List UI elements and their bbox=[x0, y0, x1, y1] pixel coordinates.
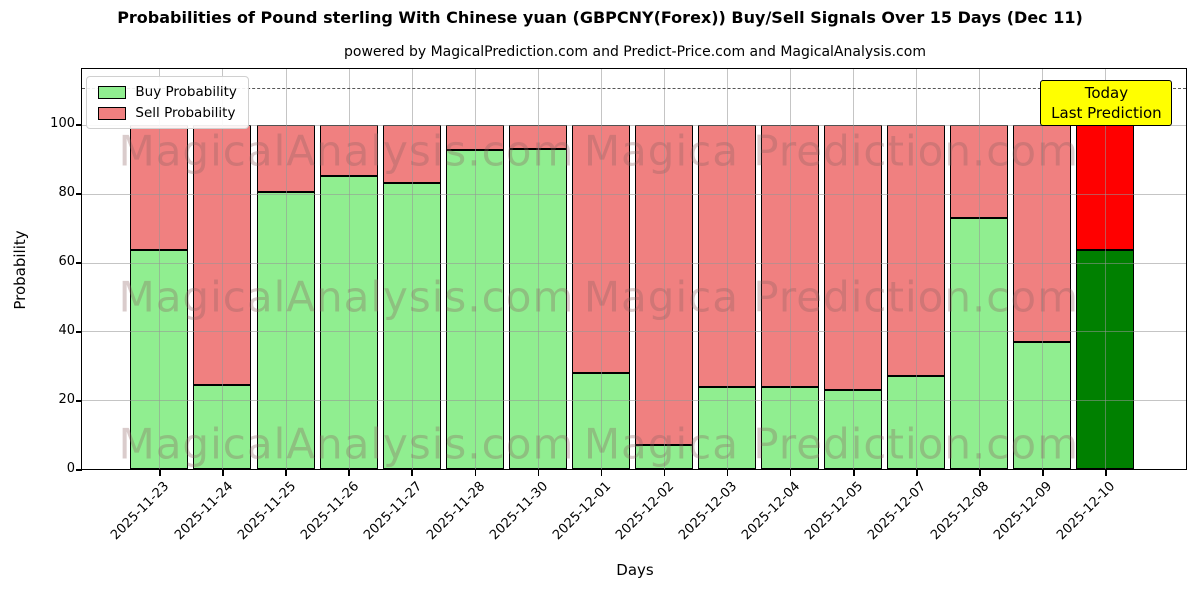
gridline-vertical bbox=[916, 69, 918, 470]
watermark-prediction: Magica Prediction.com bbox=[583, 419, 1079, 469]
plot-area: Buy Probability Sell Probability Today L… bbox=[81, 68, 1188, 471]
x-tick-mark bbox=[159, 470, 161, 476]
x-tick-label-text: 2025-11-30 bbox=[486, 479, 552, 544]
gridline-vertical bbox=[727, 69, 729, 470]
gridline-horizontal bbox=[82, 124, 1187, 126]
x-tick-label-text: 2025-11-24 bbox=[171, 479, 236, 544]
x-tick-label-text: 2025-11-28 bbox=[423, 479, 488, 544]
y-tick-mark bbox=[76, 331, 82, 333]
legend-label-sell: Sell Probability bbox=[135, 105, 236, 122]
y-tick-label: 20 bbox=[58, 392, 75, 408]
x-tick-label-text: 2025-11-25 bbox=[234, 479, 299, 544]
legend-item-buy: Buy Probability bbox=[98, 84, 237, 101]
x-tick-mark bbox=[285, 470, 287, 476]
watermark-analysis: MagicalAnalysis.com bbox=[118, 419, 575, 469]
gridline-vertical bbox=[1105, 69, 1107, 470]
x-tick-label-text: 2025-12-02 bbox=[613, 479, 678, 544]
x-tick-label-text: 2025-12-01 bbox=[550, 479, 615, 544]
x-tick-label-text: 2025-12-05 bbox=[802, 479, 867, 544]
legend-swatch-buy bbox=[98, 85, 127, 99]
x-tick-label-text: 2025-12-08 bbox=[928, 479, 993, 544]
gridline-vertical bbox=[537, 69, 539, 470]
gridline-vertical bbox=[600, 69, 602, 470]
gridline-horizontal bbox=[82, 262, 1187, 264]
x-tick-mark bbox=[348, 470, 350, 476]
legend-label-buy: Buy Probability bbox=[135, 84, 237, 101]
y-tick-label: 100 bbox=[50, 116, 75, 132]
dashed-threshold-line bbox=[82, 88, 1187, 90]
gridline-vertical bbox=[285, 69, 287, 470]
x-tick-mark bbox=[537, 470, 540, 476]
gridline-vertical bbox=[348, 69, 350, 470]
x-tick-mark bbox=[600, 470, 603, 476]
gridline-vertical bbox=[159, 69, 161, 470]
today-annotation-line1: Today bbox=[1084, 84, 1129, 103]
y-tick-label: 40 bbox=[58, 323, 75, 339]
chart-subtitle: powered by MagicalPrediction.com and Pre… bbox=[344, 44, 926, 60]
x-tick-mark bbox=[916, 470, 918, 476]
y-tick-mark bbox=[76, 262, 82, 264]
x-tick-label-text: 2025-12-03 bbox=[676, 479, 741, 544]
legend-item-sell: Sell Probability bbox=[98, 105, 236, 121]
gridline-vertical bbox=[853, 69, 855, 470]
x-tick-label-text: 2025-11-23 bbox=[108, 479, 173, 544]
gridline-vertical bbox=[663, 69, 665, 470]
gridline-vertical bbox=[411, 69, 413, 470]
x-tick-mark bbox=[411, 470, 414, 476]
y-tick-label: 0 bbox=[66, 461, 75, 476]
x-tick-mark bbox=[1042, 470, 1044, 476]
legend: Buy Probability Sell Probability bbox=[86, 76, 249, 130]
today-annotation: Today Last Prediction bbox=[1040, 80, 1173, 127]
x-tick-label-text: 2025-12-10 bbox=[1054, 479, 1119, 544]
gridline-vertical bbox=[979, 69, 981, 470]
y-tick-label: 80 bbox=[58, 185, 75, 201]
y-tick-label: 60 bbox=[58, 254, 75, 270]
y-tick-mark bbox=[76, 469, 82, 471]
y-tick-mark bbox=[76, 400, 82, 402]
gridline-horizontal bbox=[82, 331, 1187, 333]
gridline-vertical bbox=[1042, 69, 1044, 470]
gridline-horizontal bbox=[82, 400, 1187, 402]
x-axis-label: Days bbox=[616, 561, 654, 579]
x-tick-label-text: 2025-11-27 bbox=[360, 479, 425, 544]
x-tick-label-text: 2025-11-26 bbox=[297, 479, 362, 544]
watermark-prediction: Magica Prediction.com bbox=[583, 272, 1079, 322]
x-tick-mark bbox=[474, 470, 477, 476]
x-tick-label-text: 2025-12-07 bbox=[865, 479, 930, 544]
watermark-prediction: Magica Prediction.com bbox=[583, 126, 1079, 176]
watermark-analysis: MagicalAnalysis.com bbox=[118, 272, 575, 322]
x-tick-mark bbox=[222, 470, 224, 476]
y-tick-mark bbox=[76, 193, 82, 195]
chart-title: Probabilities of Pound sterling With Chi… bbox=[117, 8, 1083, 27]
y-tick-mark bbox=[76, 124, 82, 126]
watermark-analysis: MagicalAnalysis.com bbox=[118, 126, 575, 176]
y-axis-label: Probability bbox=[11, 230, 29, 310]
gridline-vertical bbox=[474, 69, 476, 470]
x-tick-mark bbox=[663, 470, 666, 476]
x-tick-label-text: 2025-12-04 bbox=[739, 479, 804, 544]
x-tick-label-text: 2025-12-09 bbox=[991, 479, 1056, 544]
x-tick-mark bbox=[1105, 470, 1107, 476]
gridline-vertical bbox=[222, 69, 224, 470]
x-tick-mark bbox=[726, 470, 729, 476]
legend-swatch-sell bbox=[98, 106, 127, 120]
x-tick-mark bbox=[979, 470, 981, 476]
gridline-horizontal bbox=[82, 193, 1187, 195]
x-tick-mark bbox=[852, 470, 855, 476]
gridline-vertical bbox=[790, 69, 792, 470]
today-annotation-line2: Last Prediction bbox=[1051, 104, 1162, 123]
x-tick-mark bbox=[789, 470, 792, 476]
